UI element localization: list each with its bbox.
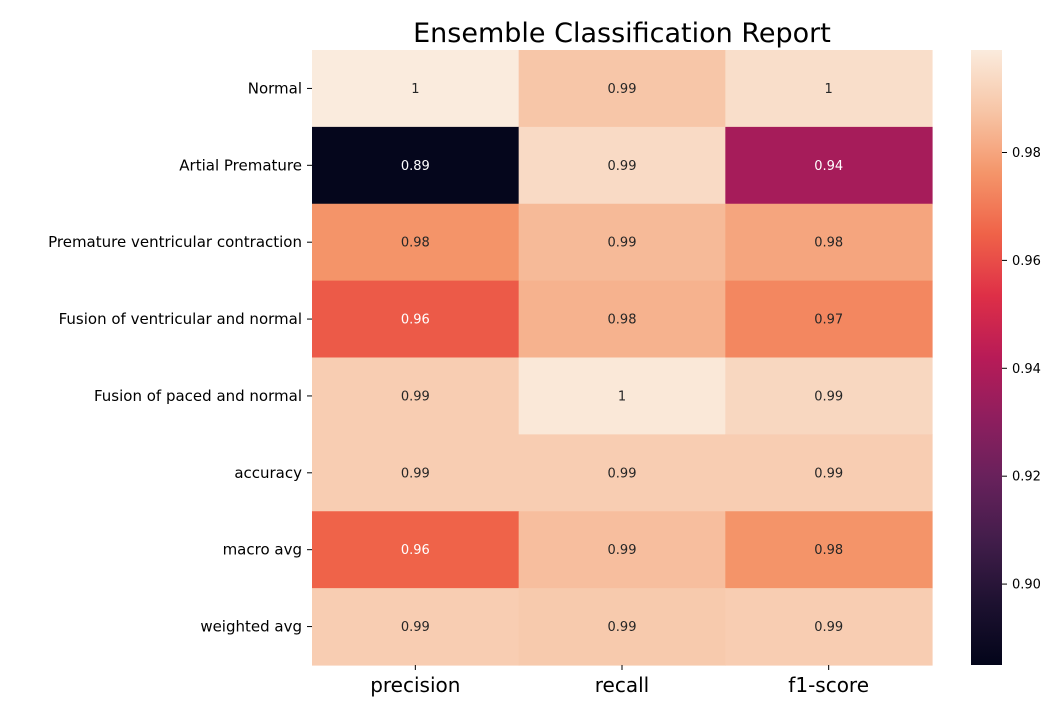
column-label: recall	[595, 673, 649, 697]
cell-value-label: 0.98	[608, 313, 637, 328]
x-axis: precision recall f1-score	[370, 665, 869, 697]
cell-value-label: 0.97	[814, 313, 843, 328]
cell-value-label: 0.99	[814, 389, 843, 404]
heatmap-cell	[518, 126, 726, 205]
cell-value-label: 0.99	[608, 466, 637, 481]
colorbar: 0.90 0.92 0.94 0.96 0.98	[971, 50, 1041, 665]
heatmap-cell	[518, 357, 726, 435]
row-label: Artial Premature	[179, 156, 302, 174]
colorbar-bar	[971, 50, 1002, 665]
colorbar-tick-label: 0.90	[1012, 578, 1041, 593]
row-label: macro avg	[223, 541, 302, 559]
y-axis: Normal Artial Premature Premature ventricu…	[48, 79, 312, 636]
cell-value-label: 0.99	[401, 620, 430, 635]
cell-value-label: 0.99	[814, 466, 843, 481]
heatmap-cell	[312, 357, 520, 435]
heatmap-cells: 1 0.99 1 0.89 0.99 0.94 0.98 0.99 0.98 0.96 0.98 0.…	[312, 50, 933, 666]
chart-title: Ensemble Classification Report	[413, 18, 831, 49]
cell-value-label: 0.96	[401, 543, 430, 558]
heatmap-cell	[312, 126, 520, 205]
cell-value-label: 0.96	[401, 313, 430, 328]
cell-value-label: 1	[825, 82, 833, 97]
row-label: Premature ventricular contraction	[48, 233, 302, 251]
cell-value-label: 0.99	[608, 82, 637, 97]
row-label: Fusion of ventricular and normal	[59, 310, 302, 328]
cell-value-label: 0.98	[814, 236, 843, 251]
heatmap-cell	[725, 50, 933, 128]
heatmap-cell	[725, 203, 933, 282]
heatmap-cell	[725, 588, 933, 666]
heatmap-cell	[312, 280, 520, 359]
cell-value-label: 0.98	[814, 543, 843, 558]
cell-value-label: 1	[618, 389, 626, 404]
column-label: f1-score	[788, 673, 869, 697]
row-label: weighted avg	[200, 618, 302, 636]
colorbar-tick-label: 0.92	[1012, 470, 1041, 485]
heatmap-cell	[518, 588, 726, 666]
cell-value-label: 0.99	[814, 620, 843, 635]
heatmap-cell	[725, 280, 933, 359]
row-label: Normal	[248, 79, 302, 97]
colorbar-tick-label: 0.94	[1012, 362, 1041, 377]
heatmap-cell	[725, 434, 933, 512]
heatmap-cell	[725, 357, 933, 435]
cell-value-label: 0.99	[401, 389, 430, 404]
heatmap-cell	[312, 588, 520, 666]
cell-value-label: 0.98	[401, 236, 430, 251]
cell-value-label: 0.99	[608, 620, 637, 635]
cell-value-label: 0.99	[608, 236, 637, 251]
heatmap-cell	[312, 511, 520, 589]
row-label: accuracy	[234, 464, 302, 482]
heatmap-cell	[312, 203, 520, 282]
heatmap-cell	[518, 50, 726, 128]
colorbar-tick-label: 0.98	[1012, 146, 1041, 161]
cell-value-label: 0.99	[608, 159, 637, 174]
heatmap-cell	[518, 203, 726, 282]
heatmap-cell	[518, 434, 726, 512]
heatmap-cell	[518, 280, 726, 359]
cell-value-label: 0.99	[401, 466, 430, 481]
cell-value-label: 0.99	[608, 543, 637, 558]
column-label: precision	[370, 673, 460, 697]
heatmap-cell	[312, 50, 520, 128]
cell-value-label: 0.94	[814, 159, 843, 174]
heatmap-cell	[725, 511, 933, 589]
heatmap-cell	[725, 126, 933, 205]
heatmap-cell	[312, 434, 520, 512]
cell-value-label: 1	[411, 82, 419, 97]
cell-value-label: 0.89	[401, 159, 430, 174]
colorbar-tick-label: 0.96	[1012, 254, 1041, 269]
heatmap-cell	[518, 511, 726, 589]
row-label: Fusion of paced and normal	[94, 387, 302, 405]
